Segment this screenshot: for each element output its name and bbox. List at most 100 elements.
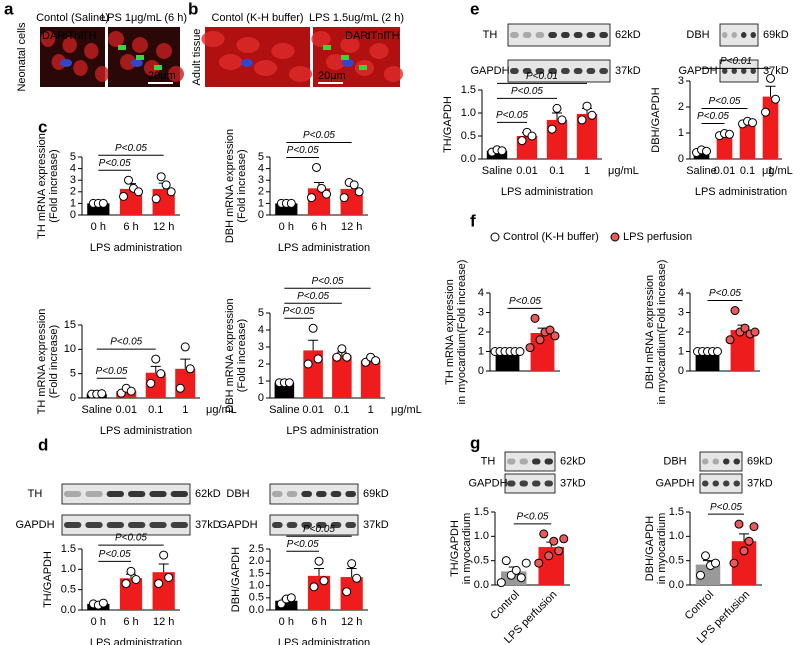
cell: [108, 31, 124, 47]
y-tick-label: 0: [678, 365, 684, 377]
error-bar: [739, 533, 749, 542]
size-label: 62kD: [195, 488, 221, 500]
p-value: P<0.05: [287, 145, 319, 156]
bar: [739, 122, 756, 159]
data-point: [303, 359, 313, 369]
blot: [504, 473, 556, 494]
blot: [507, 23, 611, 47]
protein-label: GAPDH: [218, 519, 257, 531]
blot-band: [733, 480, 740, 487]
blot-band: [316, 522, 327, 528]
y-axis-label: TH/GAPDH: [442, 96, 454, 153]
cell: [236, 37, 260, 53]
p-value: P<0.05: [297, 291, 329, 302]
y-axis-label: (Fold increase): [236, 149, 248, 222]
x-tick-label: 12 h: [153, 616, 174, 628]
th-stain: [136, 55, 144, 60]
data-point: [501, 556, 511, 566]
p-value: P<0.05: [283, 306, 315, 317]
data-point: [156, 172, 166, 182]
blot-band: [532, 480, 541, 487]
data-point: [739, 546, 749, 556]
y-tick-label: 1.5: [461, 84, 476, 96]
p-value: P<0.05: [511, 86, 543, 97]
p-value: P<0.05: [517, 512, 549, 523]
p-value: P<0.05: [709, 96, 741, 107]
size-label: 37kD: [763, 65, 789, 77]
y-tick-label: 5: [70, 368, 76, 380]
data-point: [748, 118, 757, 128]
p-value: P<0.05: [509, 296, 541, 307]
th-stain: [118, 45, 126, 50]
x-tick-label: 1: [584, 165, 590, 177]
legend-marker: [610, 232, 620, 242]
stain-label: cTnI: [365, 30, 386, 42]
data-point: [701, 551, 710, 561]
data-point: [544, 551, 554, 561]
cell: [73, 60, 88, 76]
data-point: [549, 536, 559, 546]
data-point: [121, 579, 131, 589]
blot-band: [750, 32, 756, 38]
bar: [730, 330, 755, 371]
p-value: P<0.05: [115, 533, 147, 544]
size-label: 37kD: [560, 477, 586, 489]
data-point: [734, 519, 744, 529]
cell: [168, 66, 184, 82]
legend-marker: [490, 232, 500, 242]
cell: [383, 66, 404, 82]
y-tick-label: 2.5: [249, 543, 264, 555]
blot: [719, 23, 759, 47]
size-label: 37kD: [747, 477, 773, 489]
data-point: [349, 180, 359, 190]
data-point: [126, 386, 136, 396]
y-tick-label: 0.0: [61, 604, 76, 616]
data-point: [185, 364, 195, 374]
blot-band: [544, 458, 553, 465]
panel-letter: c: [38, 117, 47, 136]
data-point: [771, 94, 780, 104]
data-point: [314, 556, 324, 566]
unit-label: μg/mL: [762, 165, 793, 177]
data-point: [134, 187, 143, 197]
data-point: [332, 352, 342, 362]
x-tick-label: 1: [767, 165, 773, 177]
cell: [311, 31, 331, 47]
data-point: [98, 198, 108, 208]
side-label: Adult tissue: [191, 29, 203, 86]
data-point: [511, 565, 521, 575]
data-point: [545, 325, 555, 335]
y-axis-label: TH mRNA expression: [36, 309, 48, 415]
blot: [507, 59, 611, 83]
blot-band: [741, 32, 747, 38]
y-tick-label: 1.5: [669, 506, 684, 518]
data-point: [587, 110, 597, 120]
data-point: [740, 323, 750, 333]
cell: [201, 31, 225, 47]
blot-band: [85, 491, 103, 497]
bar: [340, 577, 363, 610]
cell: [40, 31, 56, 47]
x-tick-label: 0.01: [116, 404, 137, 416]
blot-band: [149, 522, 167, 528]
y-axis-label: TH/GAPDH: [449, 520, 461, 577]
blot-band: [286, 491, 298, 497]
data-point: [729, 558, 739, 568]
x-tick-label: 6 h: [311, 616, 326, 628]
nucleus: [60, 59, 72, 67]
data-point: [307, 193, 316, 203]
blot-band: [599, 32, 608, 38]
blot-band: [733, 458, 740, 465]
x-axis-label: LPS administration: [501, 186, 593, 198]
x-tick-label: 0 h: [279, 221, 294, 233]
x-tick-label: Control: [683, 589, 717, 623]
y-tick-label: 0.5: [461, 130, 476, 142]
y-tick-label: 1.5: [249, 567, 264, 579]
p-value: P<0.05: [110, 337, 142, 348]
bar: [332, 355, 352, 398]
th-stain: [341, 55, 349, 60]
y-tick-label: 1.0: [474, 530, 489, 542]
blot-band: [561, 68, 570, 74]
data-point: [286, 593, 296, 603]
blot-band: [548, 68, 557, 74]
